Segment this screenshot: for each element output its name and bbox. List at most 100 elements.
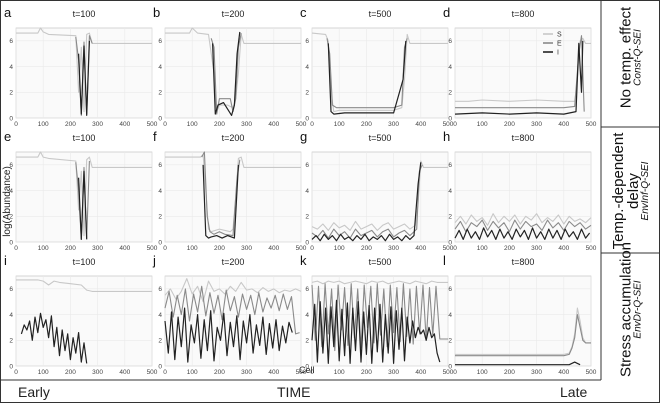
series-line-e	[201, 151, 241, 237]
x-tick-label: 400	[558, 245, 569, 252]
x-tick-label: 0	[14, 245, 18, 252]
row-label-model: Const-Q-SEI	[632, 29, 644, 86]
y-tick-label: 6	[448, 162, 452, 169]
x-tick-label: 100	[477, 121, 488, 128]
x-tick-label: 100	[187, 369, 198, 376]
series-line-e	[454, 219, 592, 233]
x-tick-label: 400	[415, 369, 426, 376]
series-line-i	[164, 307, 293, 363]
panel-letter: j	[152, 253, 156, 268]
x-tick-label: 300	[241, 369, 252, 376]
x-tick-label: 200	[214, 245, 225, 252]
x-tick-label: 500	[443, 369, 454, 376]
panel-title: t=800	[512, 133, 535, 143]
x-tick-label: 100	[477, 369, 488, 376]
series-line-i	[202, 164, 239, 239]
x-tick-label: 200	[214, 369, 225, 376]
y-tick-label: 6	[448, 38, 452, 45]
legend-label-i: I	[557, 50, 559, 57]
panel-letter: i	[4, 253, 7, 268]
x-tick-label: 400	[119, 369, 130, 376]
x-tick-label: 300	[241, 121, 252, 128]
x-tick-label: 100	[187, 245, 198, 252]
time-early-label: Early	[18, 384, 50, 400]
y-tick-label: 0	[448, 115, 452, 122]
x-tick-label: 500	[147, 245, 158, 252]
y-tick-label: 6	[158, 286, 162, 293]
legend-label-e: E	[557, 41, 562, 48]
y-tick-label: 2	[9, 338, 13, 345]
panel-letter: e	[4, 129, 11, 144]
series-line-e	[455, 314, 591, 357]
panel-letter: l	[443, 253, 446, 268]
x-tick-label: 200	[504, 245, 515, 252]
legend: SEI	[543, 32, 562, 57]
y-tick-label: 2	[448, 214, 452, 221]
x-tick-label: 500	[586, 369, 597, 376]
panel-background	[454, 151, 592, 243]
x-tick-label: 100	[477, 245, 488, 252]
x-tick-label: 0	[14, 369, 18, 376]
panel-letter: d	[443, 5, 450, 20]
x-tick-label: 200	[65, 245, 76, 252]
series-line-s	[164, 278, 302, 303]
y-tick-label: 6	[9, 286, 13, 293]
row-label-model: EnvDr-Q-SEI	[632, 280, 644, 339]
series-line-i	[454, 227, 591, 240]
series-line-i	[311, 299, 441, 364]
series-line-s	[311, 160, 448, 231]
x-tick-label: 300	[241, 245, 252, 252]
panel-title: t=500	[369, 257, 392, 267]
x-tick-label: 400	[415, 121, 426, 128]
series-line-i	[78, 170, 88, 240]
series-line-s	[454, 213, 592, 226]
series-line-i	[454, 40, 584, 115]
x-tick-label: 0	[453, 245, 457, 252]
panel-title: t=800	[512, 9, 535, 19]
series-line-s	[311, 280, 448, 285]
series-line-i	[311, 162, 422, 242]
series-line-i	[78, 40, 90, 117]
x-tick-label: 300	[388, 369, 399, 376]
y-tick-label: 6	[448, 286, 452, 293]
x-tick-label: 200	[65, 369, 76, 376]
panel-letter: g	[300, 129, 307, 144]
x-tick-label: 500	[586, 121, 597, 128]
y-tick-label: 4	[305, 312, 309, 319]
panel-a: 0 100 200 300 400 500 0 2 4 6 a t=100	[4, 5, 158, 128]
x-tick-label: 400	[119, 245, 130, 252]
y-tick-label: 4	[448, 312, 452, 319]
series-line-i	[20, 312, 88, 364]
y-tick-label: 4	[448, 64, 452, 71]
panel-title: t=200	[222, 133, 245, 143]
y-tick-label: 6	[158, 162, 162, 169]
series-line-s	[455, 37, 591, 102]
y-tick-label: 4	[305, 188, 309, 195]
x-tick-label: 500	[443, 245, 454, 252]
x-tick-label: 100	[334, 245, 345, 252]
y-tick-label: 0	[158, 363, 162, 370]
y-tick-label: 2	[448, 338, 452, 345]
y-tick-label: 0	[448, 239, 452, 246]
y-tick-label: 0	[158, 115, 162, 122]
x-tick-label: 100	[334, 121, 345, 128]
x-tick-label: 300	[531, 369, 542, 376]
panel-title: t=200	[222, 257, 245, 267]
panel-background	[164, 27, 302, 119]
x-tick-label: 0	[163, 121, 167, 128]
y-tick-label: 4	[448, 188, 452, 195]
y-tick-label: 0	[305, 115, 309, 122]
panel-background	[15, 275, 153, 367]
panel-title: t=200	[222, 9, 245, 19]
x-tick-label: 400	[268, 369, 279, 376]
x-tick-label: 200	[214, 121, 225, 128]
y-tick-label: 2	[9, 90, 13, 97]
y-tick-label: 6	[305, 286, 309, 293]
y-tick-label: 0	[305, 239, 309, 246]
x-tick-label: 200	[361, 369, 372, 376]
x-tick-label: 300	[388, 245, 399, 252]
x-tick-label: 300	[531, 121, 542, 128]
